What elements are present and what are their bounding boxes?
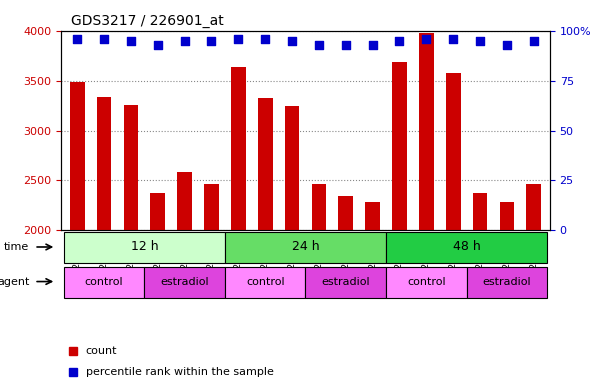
Text: control: control	[407, 276, 445, 286]
Point	[287, 38, 297, 44]
Point	[233, 36, 243, 42]
Bar	[231, 67, 246, 230]
Point	[448, 36, 458, 42]
Text: estradiol: estradiol	[321, 276, 370, 286]
Text: control: control	[246, 276, 285, 286]
Text: GDS3217 / 226901_at: GDS3217 / 226901_at	[71, 14, 224, 28]
Point	[341, 41, 351, 48]
Text: agent: agent	[0, 276, 29, 286]
FancyBboxPatch shape	[64, 266, 144, 298]
FancyBboxPatch shape	[144, 266, 225, 298]
Text: time: time	[4, 242, 29, 252]
Bar	[473, 194, 488, 230]
Text: control: control	[85, 276, 123, 286]
Text: 24 h: 24 h	[291, 240, 320, 253]
Bar	[285, 106, 299, 230]
Bar	[338, 197, 353, 230]
Point	[475, 38, 485, 44]
Point	[395, 38, 404, 44]
Point	[207, 38, 216, 44]
Point	[180, 38, 189, 44]
Point	[529, 38, 539, 44]
Point	[422, 36, 431, 42]
Bar	[70, 82, 84, 230]
FancyBboxPatch shape	[386, 266, 467, 298]
Text: count: count	[86, 346, 117, 356]
Point	[99, 36, 109, 42]
Bar	[500, 202, 514, 230]
Bar	[419, 33, 434, 230]
Text: 12 h: 12 h	[131, 240, 158, 253]
Bar	[392, 62, 407, 230]
Text: percentile rank within the sample: percentile rank within the sample	[86, 367, 273, 377]
FancyBboxPatch shape	[225, 232, 386, 263]
Point	[368, 41, 378, 48]
FancyBboxPatch shape	[64, 232, 225, 263]
FancyBboxPatch shape	[225, 266, 306, 298]
Bar	[527, 184, 541, 230]
Text: 48 h: 48 h	[453, 240, 480, 253]
Bar	[312, 184, 326, 230]
Bar	[97, 97, 111, 230]
Bar	[150, 194, 165, 230]
FancyBboxPatch shape	[467, 266, 547, 298]
FancyBboxPatch shape	[306, 266, 386, 298]
Bar	[204, 184, 219, 230]
Bar	[177, 172, 192, 230]
Text: estradiol: estradiol	[160, 276, 209, 286]
Point	[260, 36, 270, 42]
FancyBboxPatch shape	[386, 232, 547, 263]
Point	[314, 41, 324, 48]
Bar	[123, 104, 138, 230]
Bar	[446, 73, 461, 230]
Point	[126, 38, 136, 44]
Point	[72, 36, 82, 42]
Point	[502, 41, 512, 48]
Point	[153, 41, 163, 48]
Text: estradiol: estradiol	[483, 276, 531, 286]
Bar	[365, 202, 380, 230]
Bar	[258, 98, 273, 230]
